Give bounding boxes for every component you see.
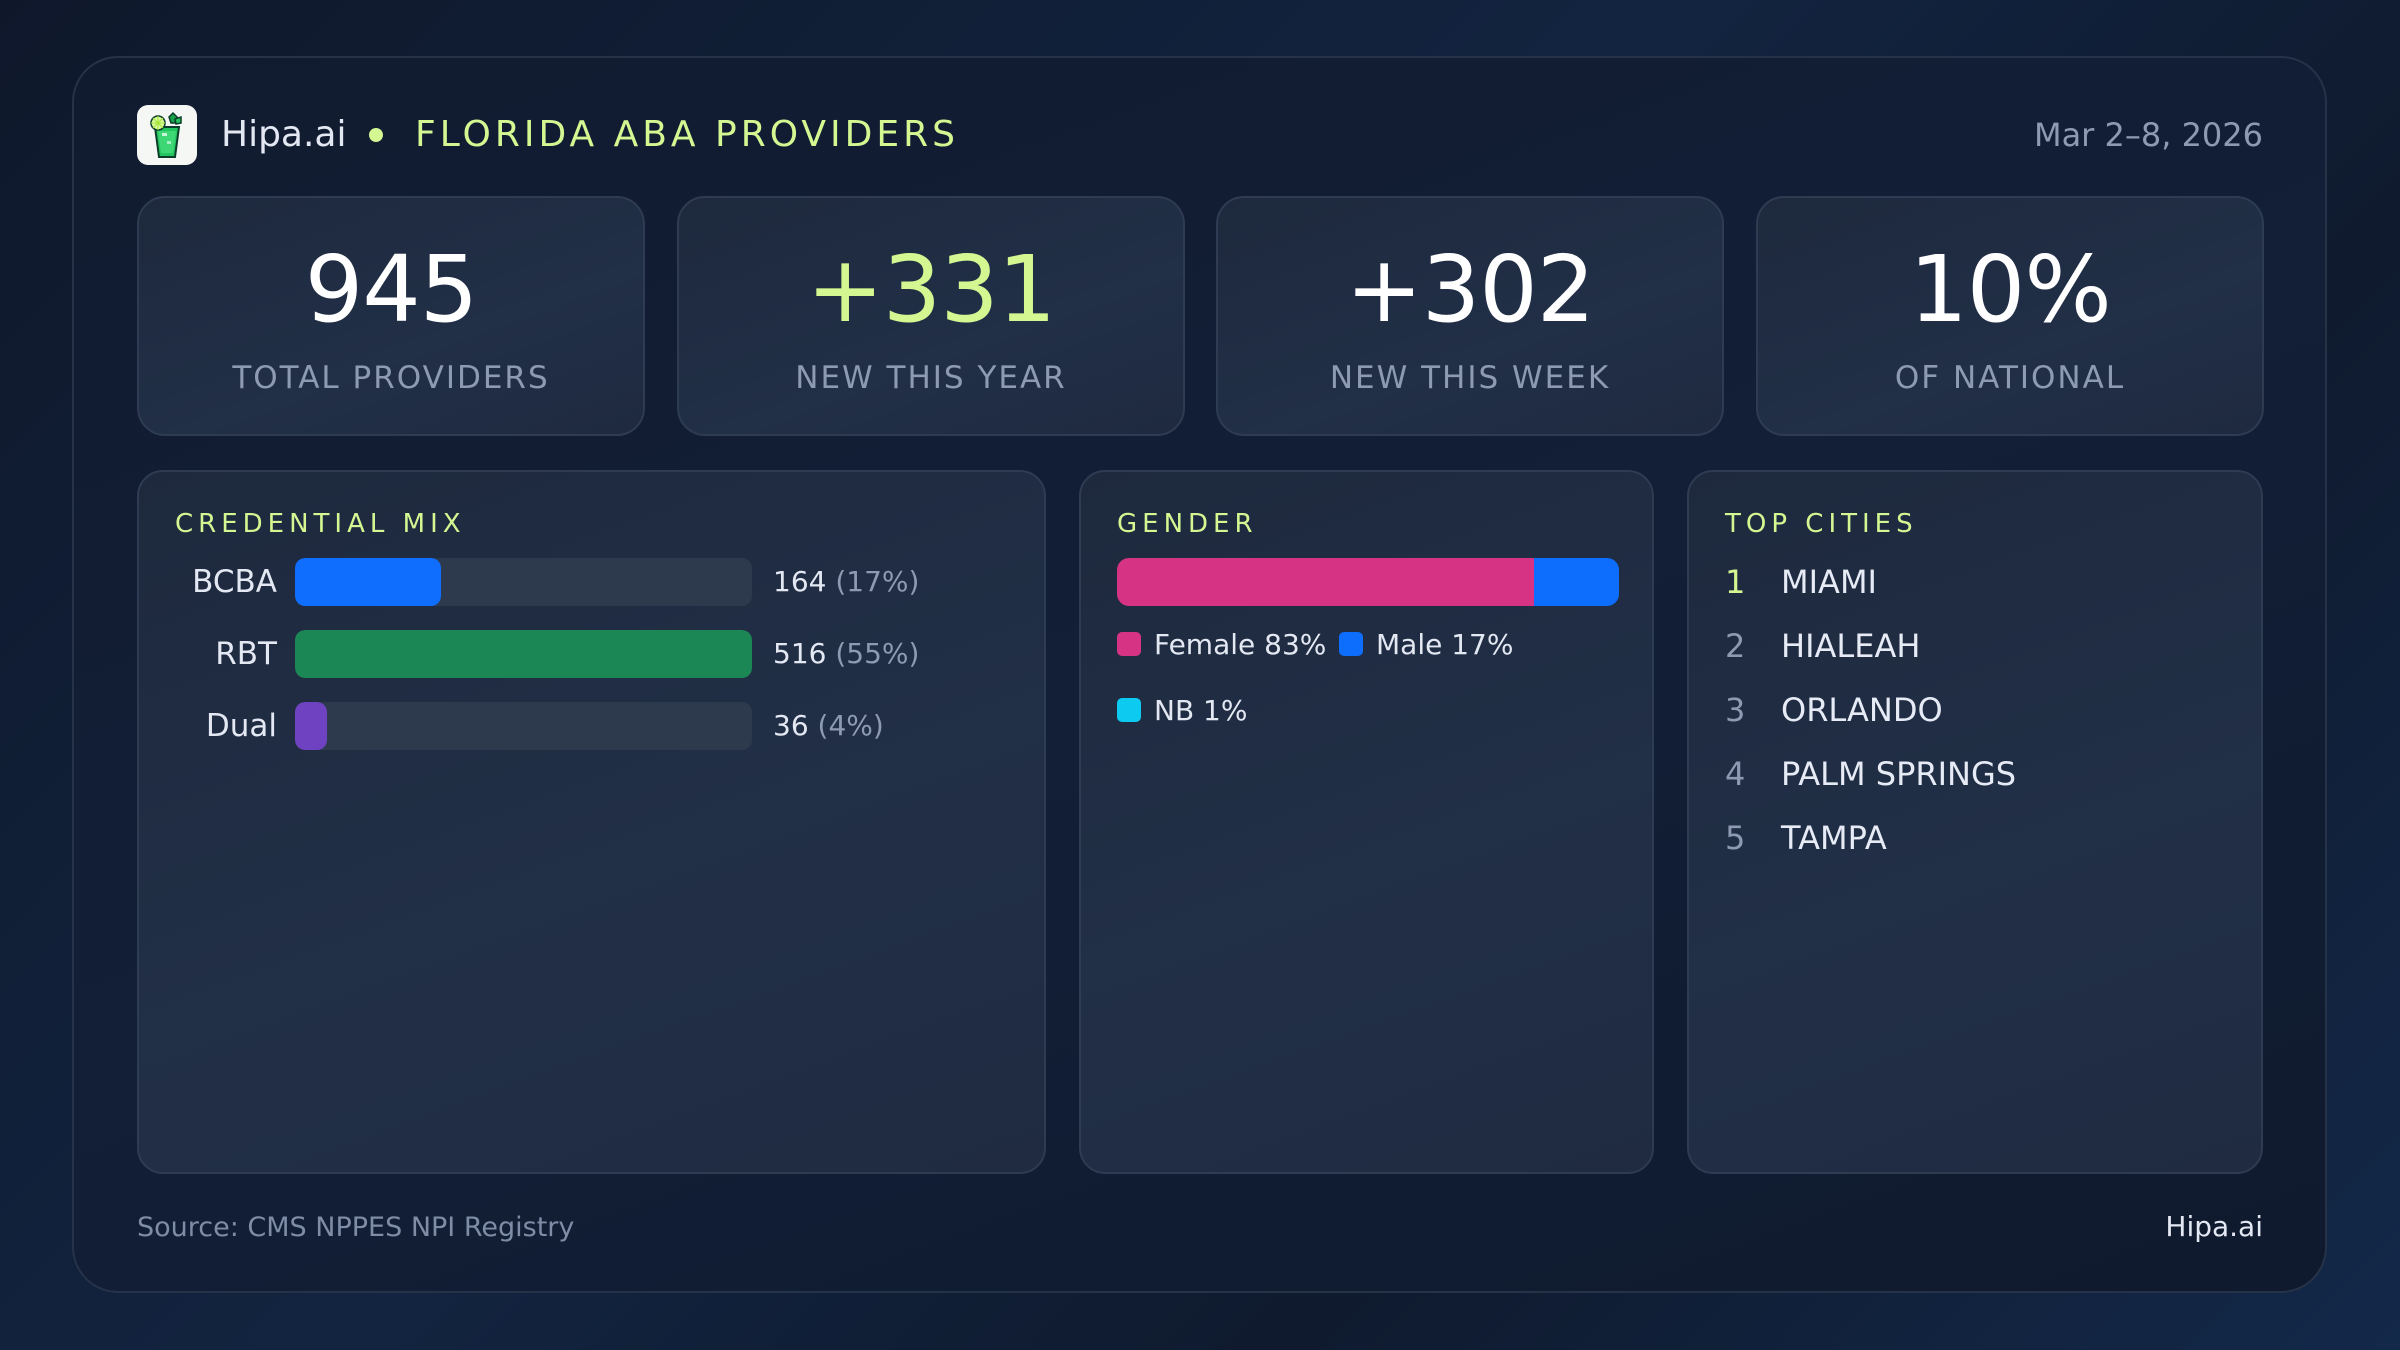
credential-pct: (4%) xyxy=(817,709,884,742)
city-rank: 4 xyxy=(1725,755,1746,793)
credential-label: Dual xyxy=(205,708,277,744)
bar-segment-male xyxy=(1533,558,1619,606)
brand-name: Hipa.ai xyxy=(221,114,347,155)
credential-row-rbt: RBT 516 (55%) xyxy=(139,630,1044,678)
legend-swatch xyxy=(1117,698,1141,722)
stat-label: NEW THIS WEEK xyxy=(1329,360,1611,396)
city-list-item: 3 ORLANDO xyxy=(1725,685,1943,735)
stat-card-new-this-week: +302 NEW THIS WEEK xyxy=(1216,196,1724,436)
stat-value: 945 xyxy=(304,236,479,343)
legend-swatch xyxy=(1339,632,1363,656)
legend-item-female: Female 83% xyxy=(1117,624,1326,664)
stat-label: TOTAL PROVIDERS xyxy=(232,360,550,396)
city-name: MIAMI xyxy=(1781,563,1877,601)
legend-label: Female 83% xyxy=(1154,627,1327,661)
bar-fill-dual xyxy=(295,702,327,750)
city-list-item: 1 MIAMI xyxy=(1725,557,1877,607)
city-name: PALM SPRINGS xyxy=(1781,755,2017,793)
stat-value: +331 xyxy=(806,236,1057,343)
date-range: Mar 2–8, 2026 xyxy=(2033,116,2263,154)
page-title: FLORIDA ABA PROVIDERS xyxy=(415,114,960,155)
stat-card-of-national: 10% OF NATIONAL xyxy=(1756,196,2264,436)
separator-dot xyxy=(369,128,383,142)
credential-value: 164 (17%) xyxy=(773,558,919,606)
stat-card-new-this-year: +331 NEW THIS YEAR xyxy=(677,196,1185,436)
mojito-glass-icon xyxy=(137,105,197,165)
gender-panel: GENDER Female 83% Male 17% NB 1% xyxy=(1079,470,1654,1174)
top-cities-panel: TOP CITIES 1 MIAMI 2 HIALEAH 3 ORLANDO 4… xyxy=(1687,470,2263,1174)
stat-label: OF NATIONAL xyxy=(1894,360,2126,396)
city-name: HIALEAH xyxy=(1781,627,1921,665)
source-note: Source: CMS NPPES NPI Registry xyxy=(137,1212,575,1243)
bar-track xyxy=(295,558,752,606)
footer-brand: Hipa.ai xyxy=(2165,1210,2263,1243)
bar-track xyxy=(295,630,752,678)
stat-value: 10% xyxy=(1909,236,2111,343)
credential-value: 36 (4%) xyxy=(773,702,884,750)
city-list-item: 2 HIALEAH xyxy=(1725,621,1920,671)
credential-count: 164 xyxy=(773,565,827,598)
legend-item-male: Male 17% xyxy=(1339,624,1513,664)
stat-card-total-providers: 945 TOTAL PROVIDERS xyxy=(137,196,645,436)
city-rank: 1 xyxy=(1725,563,1746,601)
bar-segment-female xyxy=(1117,558,1534,606)
credential-count: 36 xyxy=(773,709,809,742)
credential-count: 516 xyxy=(773,637,827,670)
bar-fill-bcba xyxy=(295,558,442,606)
city-list-item: 5 TAMPA xyxy=(1725,813,1887,863)
credential-pct: (55%) xyxy=(835,637,920,670)
credential-label: BCBA xyxy=(192,564,277,600)
credential-row-dual: Dual 36 (4%) xyxy=(139,702,1044,750)
panel-title: GENDER xyxy=(1117,509,1258,539)
credential-row-bcba: BCBA 164 (17%) xyxy=(139,558,1044,606)
credential-value: 516 (55%) xyxy=(773,630,919,678)
legend-label: NB 1% xyxy=(1154,693,1248,727)
stat-value: +302 xyxy=(1345,236,1596,343)
stat-label: NEW THIS YEAR xyxy=(795,360,1067,396)
legend-item-nb: NB 1% xyxy=(1117,690,1247,730)
city-name: ORLANDO xyxy=(1781,691,1943,729)
panel-title: CREDENTIAL MIX xyxy=(175,509,466,539)
gender-stacked-bar xyxy=(1117,558,1619,606)
bar-fill-rbt xyxy=(295,630,752,678)
credential-label: RBT xyxy=(215,636,277,672)
legend-swatch xyxy=(1117,632,1141,656)
credential-mix-panel: CREDENTIAL MIX BCBA 164 (17%) RBT 516 (5… xyxy=(137,470,1046,1174)
city-list-item: 4 PALM SPRINGS xyxy=(1725,749,2016,799)
legend-label: Male 17% xyxy=(1376,627,1514,661)
city-rank: 5 xyxy=(1725,819,1746,857)
city-rank: 2 xyxy=(1725,627,1746,665)
city-name: TAMPA xyxy=(1781,819,1887,857)
bar-track xyxy=(295,702,752,750)
credential-pct: (17%) xyxy=(835,565,920,598)
panel-title: TOP CITIES xyxy=(1725,509,1918,539)
city-rank: 3 xyxy=(1725,691,1746,729)
